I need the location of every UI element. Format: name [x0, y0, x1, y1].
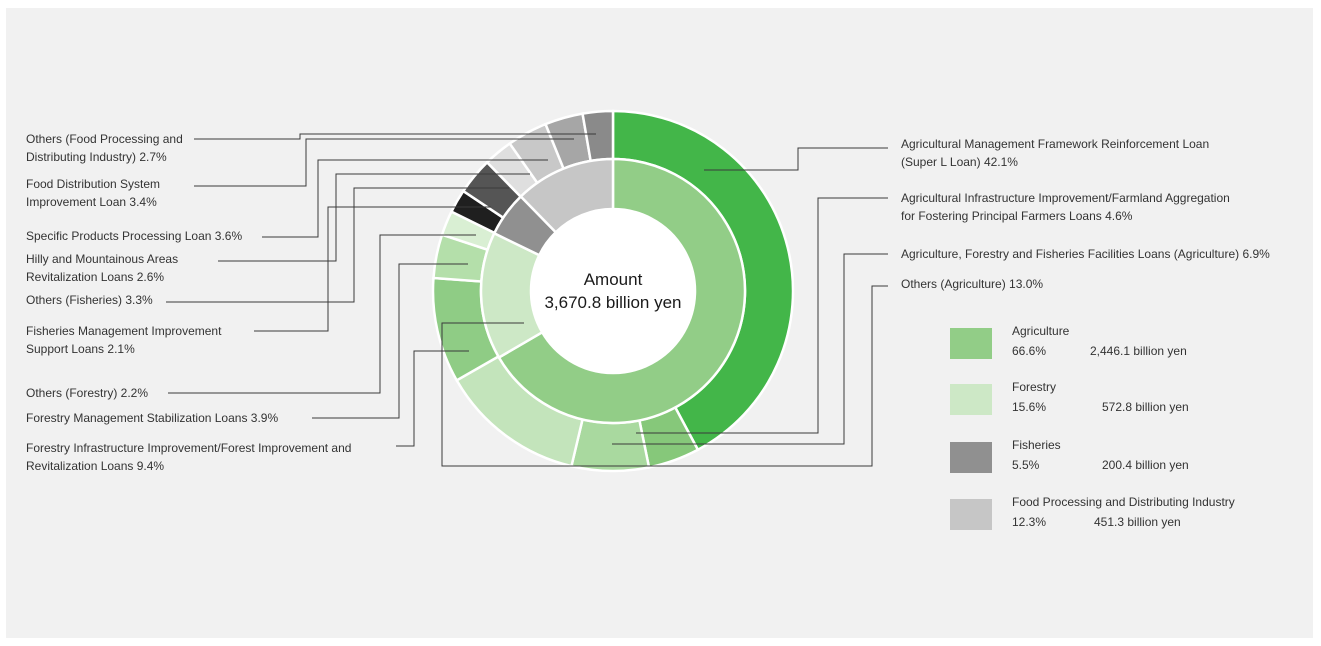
callout-right-3-line: Others (Agriculture) 13.0% — [901, 277, 1043, 291]
legend-name: Agriculture — [1012, 324, 1070, 338]
callout-left-1: Food Distribution System Improvement Loan… — [26, 177, 160, 209]
callout-labels: Agricultural Management Framework Reinfo… — [26, 132, 1270, 473]
callout-left-3: Hilly and Mountainous Areas Revitalizatio… — [26, 252, 178, 284]
callout-left-2: Specific Products Processing Loan 3.6% — [26, 229, 242, 243]
legend-swatch — [950, 499, 992, 530]
leader-right-0 — [704, 147, 888, 171]
leader-left-0 — [194, 133, 596, 140]
callout-left-0: Others (Food Processing and Distributing … — [26, 132, 183, 164]
legend-item-agriculture: Agriculture 66.6% 2,446.1 billion yen — [950, 324, 1290, 372]
callout-left-5-line: Fisheries Management Improvement — [26, 324, 222, 338]
center-text: Amount 3,670.8 billion yen — [544, 270, 681, 312]
outer-slice-2 — [569, 417, 651, 473]
callout-left-7-line: Forestry Management Stabilization Loans … — [26, 411, 278, 425]
chart-panel: Amount 3,670.8 billion yen Agricultural … — [6, 8, 1313, 638]
legend-percent: 5.5% — [1012, 458, 1040, 472]
callout-left-1-line: Food Distribution System — [26, 177, 160, 191]
leader-left-7 — [312, 263, 468, 419]
legend-name: Forestry — [1012, 380, 1057, 394]
callout-left-2-line: Specific Products Processing Loan 3.6% — [26, 229, 242, 243]
callout-right-1: Agricultural Infrastructure Improvement/… — [901, 191, 1230, 223]
legend-percent: 12.3% — [1012, 515, 1047, 529]
callout-left-5-line: Support Loans 2.1% — [26, 342, 135, 356]
legend-name: Fisheries — [1012, 438, 1061, 452]
leader-left-8 — [396, 350, 469, 447]
callout-right-2: Agriculture, Forestry and Fisheries Faci… — [901, 247, 1270, 261]
legend-percent: 15.6% — [1012, 400, 1047, 414]
leader-left-5 — [254, 206, 491, 332]
leader-left-1 — [194, 138, 574, 187]
callout-left-6: Others (Forestry) 2.2% — [26, 386, 148, 400]
callout-right-0-line: (Super L Loan) 42.1% — [901, 155, 1018, 169]
callout-left-0-line: Distributing Industry) 2.7% — [26, 150, 167, 164]
legend-item-forestry: Forestry 15.6% 572.8 billion yen — [950, 380, 1290, 428]
callout-left-8-line: Forestry Infrastructure Improvement/Fore… — [26, 441, 351, 455]
legend-swatch — [950, 384, 992, 415]
callout-left-3-line: Revitalization Loans 2.6% — [26, 270, 164, 284]
legend-swatch — [950, 328, 992, 359]
callout-left-5: Fisheries Management Improvement Support … — [26, 324, 222, 356]
legend-percent: 66.6% — [1012, 344, 1047, 358]
legend-amount: 572.8 billion yen — [1102, 400, 1189, 414]
legend-item-food-processing: Food Processing and Distributing Industr… — [950, 495, 1290, 543]
legend-amount: 200.4 billion yen — [1102, 458, 1189, 472]
legend-swatch — [950, 442, 992, 473]
callout-right-1-line: Agricultural Infrastructure Improvement/… — [901, 191, 1230, 205]
callout-right-1-line: for Fostering Principal Farmers Loans 4.… — [901, 209, 1133, 223]
callout-left-4-line: Others (Fisheries) 3.3% — [26, 293, 153, 307]
callout-left-7: Forestry Management Stabilization Loans … — [26, 411, 278, 425]
leader-lines — [166, 133, 888, 467]
leader-right-3 — [441, 285, 888, 467]
callout-left-0-line: Others (Food Processing and — [26, 132, 183, 146]
callout-left-8-line: Revitalization Loans 9.4% — [26, 459, 164, 473]
callout-left-1-line: Improvement Loan 3.4% — [26, 195, 157, 209]
legend-name: Food Processing and Distributing Industr… — [1012, 495, 1235, 509]
callout-right-0-line: Agricultural Management Framework Reinfo… — [901, 137, 1209, 151]
callout-left-6-line: Others (Forestry) 2.2% — [26, 386, 148, 400]
leader-left-3 — [218, 173, 530, 262]
callout-right-0: Agricultural Management Framework Reinfo… — [901, 137, 1209, 169]
legend-amount: 2,446.1 billion yen — [1090, 344, 1187, 358]
donut-chart: Amount 3,670.8 billion yen Agricultural … — [26, 109, 1270, 473]
leader-right-2 — [612, 253, 888, 445]
callout-right-2-line: Agriculture, Forestry and Fisheries Faci… — [901, 247, 1270, 261]
callout-right-3: Others (Agriculture) 13.0% — [901, 277, 1043, 291]
center-label: Amount — [584, 270, 643, 289]
callout-left-4: Others (Fisheries) 3.3% — [26, 293, 153, 307]
center-value: 3,670.8 billion yen — [544, 293, 681, 312]
callout-left-8: Forestry Infrastructure Improvement/Fore… — [26, 441, 351, 473]
outer-ring — [431, 109, 795, 473]
legend-amount: 451.3 billion yen — [1094, 515, 1181, 529]
leader-left-4 — [166, 187, 509, 303]
leader-right-1 — [636, 197, 888, 434]
legend-item-fisheries: Fisheries 5.5% 200.4 billion yen — [950, 438, 1290, 486]
leader-left-2 — [262, 159, 548, 238]
callout-left-3-line: Hilly and Mountainous Areas — [26, 252, 178, 266]
center-hole — [531, 209, 695, 373]
leader-left-6 — [168, 234, 476, 394]
